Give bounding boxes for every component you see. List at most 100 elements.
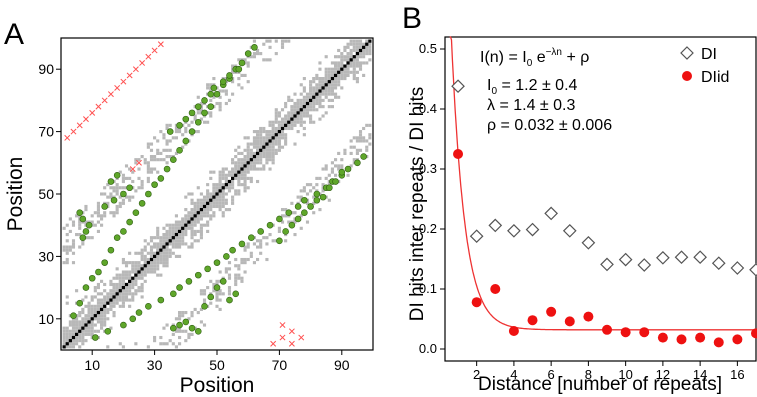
contact-map-cell [209,176,213,180]
green-hit [138,200,146,207]
contact-map-cell [115,298,119,302]
green-hit [176,284,183,291]
contact-map-cell [165,239,169,243]
contact-map-cell [193,223,197,227]
contact-map-cell [124,164,129,168]
contact-map-cell [100,314,104,318]
contact-map-cell [290,98,294,102]
contact-map-cell [149,245,154,249]
diagonal-cell [227,179,232,184]
contact-map-cell [196,201,200,205]
y-axis-label: Position [4,157,27,232]
contact-map-cell [268,148,272,152]
contact-map-cell [284,136,288,140]
contact-map-cell [103,314,107,318]
legend: DI DIid [680,46,729,86]
contact-map-cell [112,189,116,193]
contact-map-cell [234,164,238,168]
x-tick-label: 70 [272,357,288,373]
contact-map-cell [118,342,122,346]
contact-map-cell [143,245,147,249]
contact-map-cell [65,329,69,333]
contact-map-cell [143,257,147,262]
green-hit [207,103,215,110]
legend-di-label: DI [701,46,717,63]
contact-map-cell [181,239,185,243]
contact-map-cell [265,130,269,134]
contact-map-cell [249,179,253,184]
contact-map-cell [227,267,232,271]
contact-map-cell [193,239,197,243]
contact-map-cell [224,192,228,196]
contact-map-cell [312,108,316,112]
contact-map-cell [68,335,72,340]
contact-map-cell [212,192,216,196]
contact-map-cell [174,242,178,246]
contact-map-cell [365,48,369,53]
contact-map-cell [224,101,228,106]
contact-map-cell [227,292,232,296]
contact-map-cell [277,111,281,115]
contact-map-cell [246,164,250,168]
contact-map-cell [174,220,178,224]
contact-map-cell [75,233,79,237]
contact-map-cell [153,245,157,249]
contact-map-cell [134,161,138,165]
contact-map-cell [346,42,350,46]
contact-map-cell [68,323,72,327]
green-hit [126,218,133,226]
contact-map-cell [199,211,203,215]
green-hit [223,253,230,260]
contact-map-cell [156,264,160,268]
contact-map-cell [218,292,222,296]
contact-map-cell [246,136,250,140]
diagonal-cell [343,64,347,68]
contact-map-cell [171,332,175,336]
contact-map-cell [337,61,341,65]
contact-map-cell [256,130,260,134]
contact-map-cell [90,323,94,327]
green-hit [145,190,152,198]
contact-map-cell [149,155,154,159]
contact-map-cell [302,111,306,115]
green-hit [76,299,84,307]
contact-map-cell [193,208,197,212]
contact-map-cell [149,248,154,252]
green-hit [219,78,227,85]
formula-rhs: + ρ [562,49,589,66]
contact-map-cell [71,332,76,336]
contact-map-cell [365,148,369,152]
diagonal-cell [287,120,291,124]
red-hit [279,334,286,341]
diagonal-cell [87,320,91,324]
contact-map-cell [352,64,356,68]
contact-map-cell [121,345,125,349]
contact-map-cell [368,136,372,140]
contact-map-cell [149,167,154,171]
contact-map-cell [78,345,82,349]
contact-map-cell [124,273,129,277]
contact-map-cell [128,195,132,199]
contact-map-cell [174,229,178,233]
contact-map-cell [159,251,163,255]
contact-map-cell [75,323,79,327]
contact-map-cell [302,77,306,81]
contact-map-cell [302,126,306,131]
contact-map-cell [290,105,294,109]
contact-map-cell [96,201,100,205]
contact-map-cell [309,80,313,84]
diagonal-cell [165,242,169,246]
green-hit [210,84,218,92]
contact-map-cell [84,304,88,308]
contact-map-cell [321,77,325,81]
contact-map-cell [221,189,225,193]
contact-map-cell [324,73,328,77]
contact-map-cell [181,220,185,224]
contact-map-cell [330,73,334,77]
contact-map-cell [349,39,353,43]
contact-map-cell [162,326,166,330]
contact-map-cell [75,317,79,321]
contact-map-cell [178,236,182,240]
contact-map-cell [121,270,125,274]
contact-map-cell [162,264,166,268]
